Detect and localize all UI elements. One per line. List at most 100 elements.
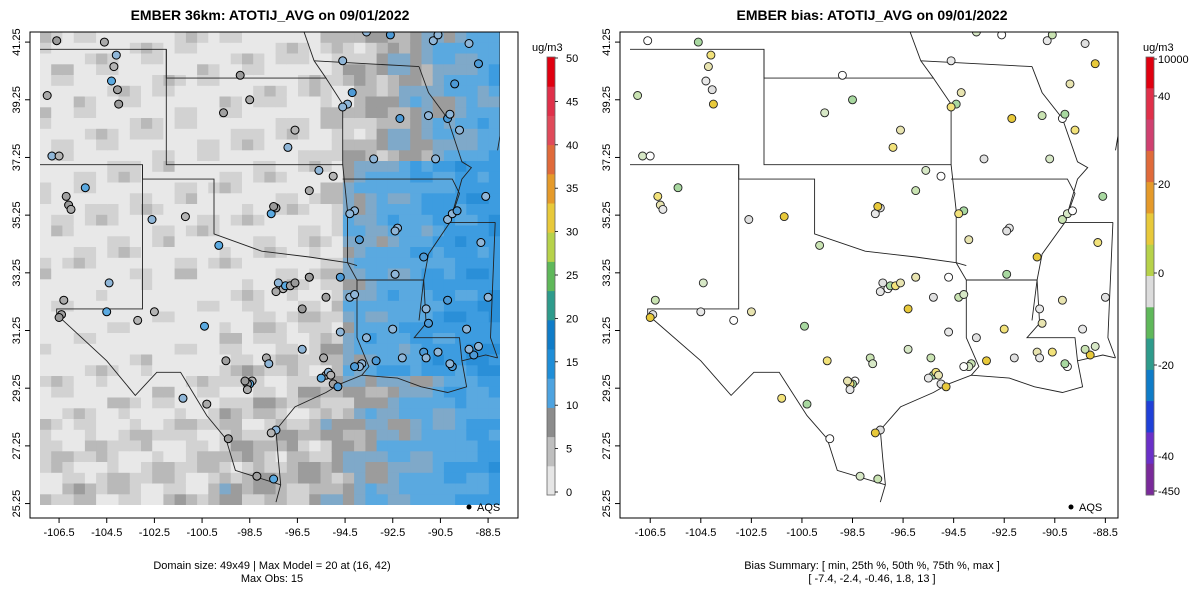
bias-marker: [1065, 79, 1075, 89]
bias-marker: [638, 151, 648, 161]
station-marker: [476, 238, 486, 247]
station-marker: [104, 278, 114, 288]
station-marker: [314, 165, 324, 175]
station-marker: [252, 471, 262, 481]
bias-marker: [650, 295, 660, 305]
bias-marker: [673, 183, 683, 193]
bias-marker: [1007, 114, 1017, 123]
station-marker: [304, 272, 314, 282]
station-marker: [445, 109, 455, 119]
x-tick-label: -92.5: [992, 527, 1017, 539]
right-panel: EMBER bias: ATOTIJ_AVG on 09/01/2022 -10…: [601, 7, 1119, 585]
station-marker: [431, 154, 441, 164]
station-marker: [304, 186, 314, 196]
station-marker: [443, 215, 453, 224]
y-tick-label: 37.25: [601, 144, 613, 172]
bias-marker: [645, 313, 655, 322]
y-tick-label: 25.25: [11, 490, 23, 518]
x-tick-label: -94.5: [941, 527, 966, 539]
bias-marker: [744, 215, 754, 224]
bias-marker: [888, 142, 898, 152]
x-tick-label: -104.5: [685, 527, 716, 539]
left-stations: [42, 32, 493, 484]
colorbar-tick-label: 10000: [1158, 54, 1189, 66]
bias-marker: [1070, 125, 1080, 135]
bias-marker: [701, 76, 711, 86]
colorbar-tick-label: 40: [1158, 91, 1170, 103]
station-marker: [80, 183, 90, 193]
bias-marker: [999, 324, 1009, 334]
station-marker: [147, 215, 157, 224]
bias-marker: [926, 353, 936, 363]
bias-marker: [1035, 353, 1045, 363]
y-tick-label: 39.25: [601, 86, 613, 114]
station-marker: [350, 362, 360, 372]
station-marker: [385, 32, 395, 40]
station-marker: [133, 315, 143, 325]
station-marker: [464, 39, 474, 48]
bias-marker: [878, 278, 888, 288]
y-tick-label: 29.25: [11, 374, 23, 402]
bias-marker: [903, 344, 913, 354]
station-marker: [390, 226, 400, 236]
bias-marker: [959, 362, 969, 372]
station-marker: [223, 434, 233, 444]
bias-marker: [971, 333, 981, 343]
bias-marker: [645, 151, 655, 161]
x-tick-label: -92.5: [380, 527, 405, 539]
station-marker: [269, 474, 279, 484]
station-marker: [335, 327, 345, 337]
bias-marker: [1045, 154, 1055, 164]
station-marker: [283, 142, 293, 152]
station-marker: [297, 344, 307, 354]
right-colorbar-unit: ug/m3: [1143, 42, 1174, 54]
station-marker: [111, 50, 121, 60]
bias-marker: [1057, 295, 1067, 305]
y-tick-label: 37.25: [11, 144, 23, 172]
bias-marker: [1098, 191, 1108, 201]
x-tick-label: -90.5: [1042, 527, 1067, 539]
bias-marker: [923, 373, 933, 383]
station-marker: [102, 307, 112, 317]
station-marker: [273, 278, 283, 288]
station-marker: [354, 235, 364, 245]
station-marker: [242, 385, 252, 395]
left-frame: [29, 31, 519, 519]
y-tick-label: 35.25: [11, 201, 23, 229]
bias-marker: [815, 240, 825, 250]
station-marker: [109, 62, 119, 72]
station-marker: [54, 151, 64, 161]
station-marker: [369, 154, 379, 164]
bias-marker: [1037, 318, 1047, 328]
bias-marker: [633, 91, 643, 100]
colorbar-tick-label: 35: [566, 183, 578, 195]
right-footer-line2: [ -7.4, -2.4, -0.46, 1.8, 13 ]: [808, 573, 935, 585]
bias-marker: [708, 99, 718, 109]
bias-marker: [956, 88, 966, 98]
bias-marker: [746, 307, 756, 317]
y-tick-label: 25.25: [601, 490, 613, 518]
bias-marker: [911, 272, 921, 282]
bias-marker: [997, 32, 1007, 40]
station-marker: [424, 318, 433, 328]
x-tick-label: -90.5: [428, 527, 453, 539]
y-tick-label: 27.25: [601, 432, 613, 460]
colorbar-tick-label: -40: [1158, 451, 1174, 463]
station-marker: [433, 32, 443, 40]
right-legend-label: AQS: [1079, 502, 1102, 514]
station-marker: [266, 428, 276, 438]
left-x-axis: -106.5 -104.5 -102.5 -100.5 -98.5 -96.5 -94.5 -…: [43, 518, 501, 539]
station-marker: [328, 171, 338, 181]
bias-marker: [964, 235, 974, 245]
bias-marker: [1093, 238, 1103, 247]
right-y-axis: 25.25 27.25 29.25 31.25 33.25 35.25 37.25 39.25…: [601, 28, 620, 517]
bias-marker: [706, 50, 716, 60]
colorbar-tick-label: 10: [566, 400, 578, 412]
left-footer-line1: Domain size: 49x49 | Max Model = 20 at (…: [153, 560, 390, 572]
x-tick-label: -106.5: [43, 527, 74, 539]
bias-marker: [703, 62, 713, 72]
station-marker: [66, 204, 76, 214]
station-marker: [214, 240, 224, 250]
left-y-axis: 25.25 27.25 29.25 31.25 33.25 35.25 37.25 39.25…: [11, 28, 30, 517]
bias-marker: [971, 32, 981, 37]
